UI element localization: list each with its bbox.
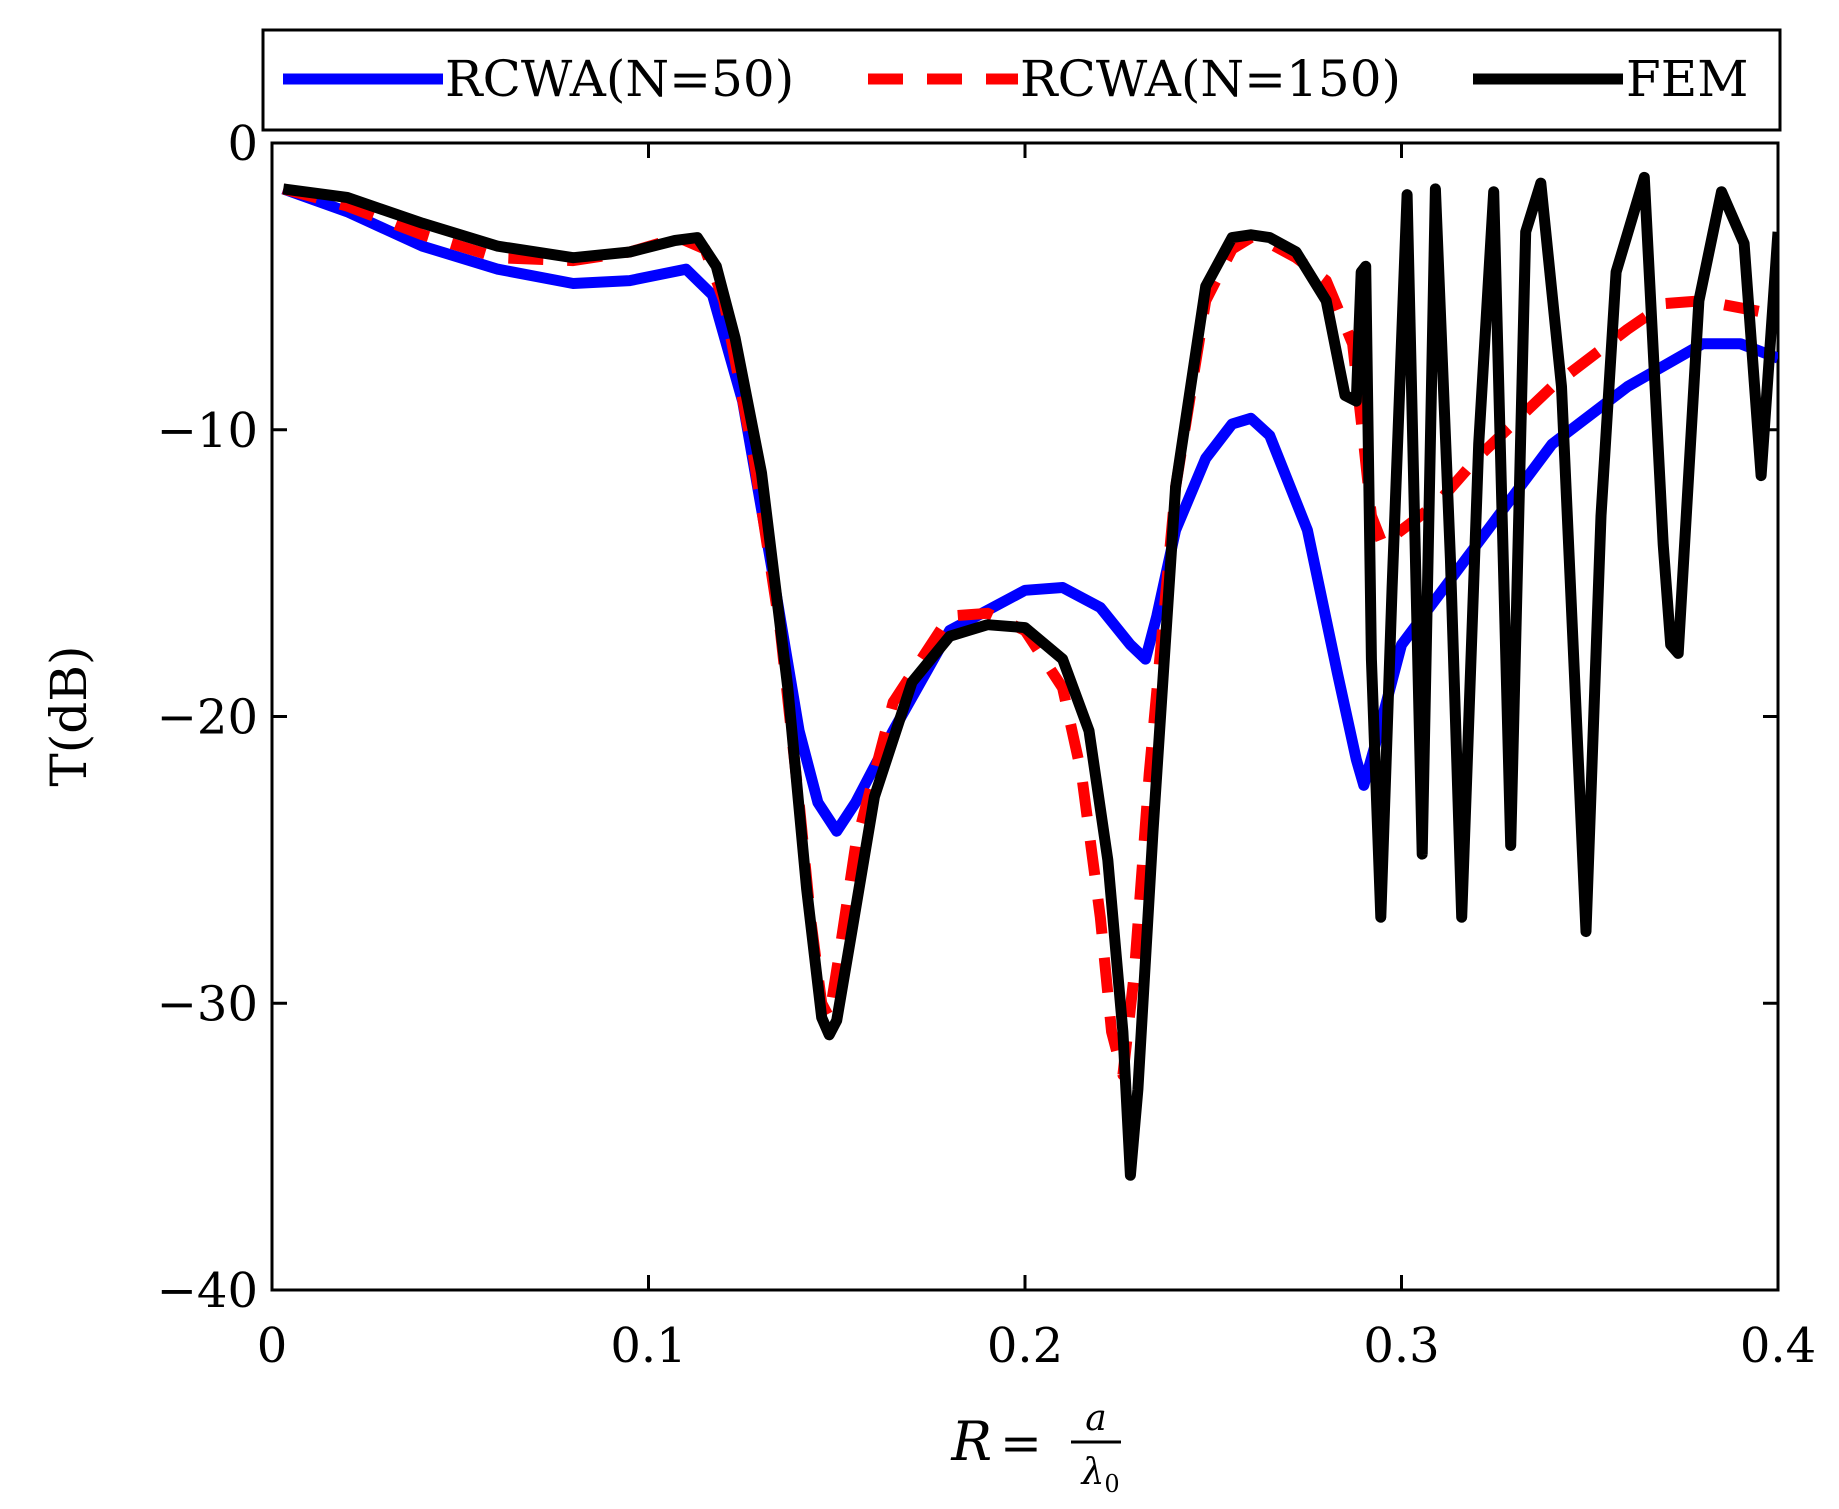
series-layer <box>281 171 1778 1181</box>
x-title-denominator-subscript: 0 <box>1104 1470 1119 1498</box>
y-tick-label: −30 <box>157 976 258 1032</box>
x-tick-label: 0.3 <box>1363 1318 1439 1374</box>
series-line-fem <box>282 171 1778 1181</box>
x-axis: 0 0.1 0.2 0.3 0.4 <box>257 143 1816 1374</box>
x-title-denominator: λ <box>1080 1452 1105 1493</box>
y-axis-title: T(dB) <box>40 645 98 786</box>
legend-label-fem: FEM <box>1626 50 1748 108</box>
y-tick-label: −20 <box>157 690 258 746</box>
legend-label-rcwa-n50: RCWA(N=50) <box>445 50 794 108</box>
x-title-equals: = <box>1000 1414 1042 1472</box>
x-title-variable: R <box>950 1410 992 1473</box>
y-tick-label: −10 <box>157 403 258 459</box>
x-title-numerator: a <box>1085 1398 1106 1439</box>
x-axis-title: R = a λ 0 <box>950 1398 1121 1498</box>
y-tick-label: 0 <box>227 116 258 172</box>
x-tick-label: 0.4 <box>1740 1318 1816 1374</box>
y-tick-label: −40 <box>157 1263 258 1319</box>
x-tick-label: 0.2 <box>987 1318 1063 1374</box>
y-axis: 0 −10 −20 −30 −40 <box>157 116 1778 1319</box>
x-tick-label: 0.1 <box>610 1318 686 1374</box>
x-tick-label: 0 <box>257 1318 288 1374</box>
legend: RCWA(N=50) RCWA(N=150) FEM <box>261 28 1782 132</box>
legend-label-rcwa-n150: RCWA(N=150) <box>1020 50 1401 108</box>
